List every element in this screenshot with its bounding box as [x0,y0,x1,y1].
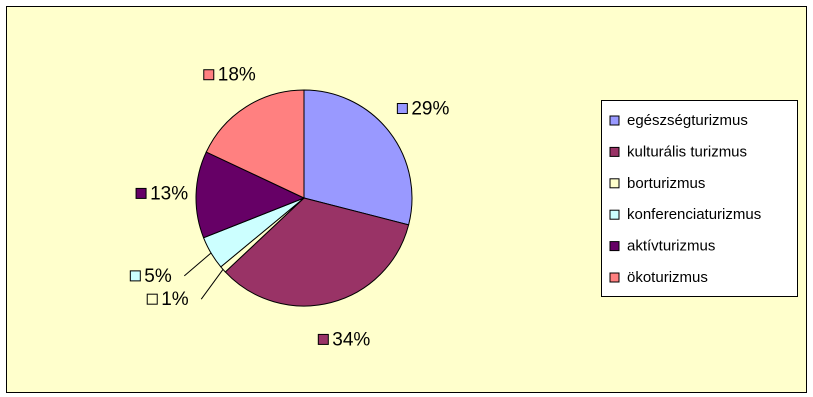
legend-label: aktívturizmus [627,238,715,255]
label-marker [203,69,215,81]
leader-line [200,269,224,300]
legend-box [601,100,798,297]
label-marker [396,103,408,115]
label-marker [146,293,158,305]
data-label: 1% [161,289,189,310]
legend-label: kulturális turizmus [627,143,747,160]
legend-marker [609,209,620,220]
data-label: 5% [144,266,172,287]
pie-slice [303,89,413,226]
label-marker [129,270,141,282]
leader-line [183,252,212,277]
legend-marker [609,115,620,126]
legend-label: egészségturizmus [627,112,748,129]
data-label: 18% [218,65,256,86]
legend-marker [609,272,620,283]
legend-marker [609,178,620,189]
legend-label: borturizmus [627,175,705,192]
data-label: 34% [332,329,370,350]
legend-label: ökoturizmus [627,269,708,286]
data-label: 13% [150,183,188,204]
label-marker [317,333,329,345]
label-marker [135,187,147,199]
legend-label: konferenciaturizmus [627,206,761,223]
pie-slice [205,89,305,199]
legend-marker [609,146,620,157]
pie-slice [195,151,306,239]
data-label: 29% [411,99,449,120]
legend-marker [609,241,620,252]
pie-slice [224,197,410,307]
